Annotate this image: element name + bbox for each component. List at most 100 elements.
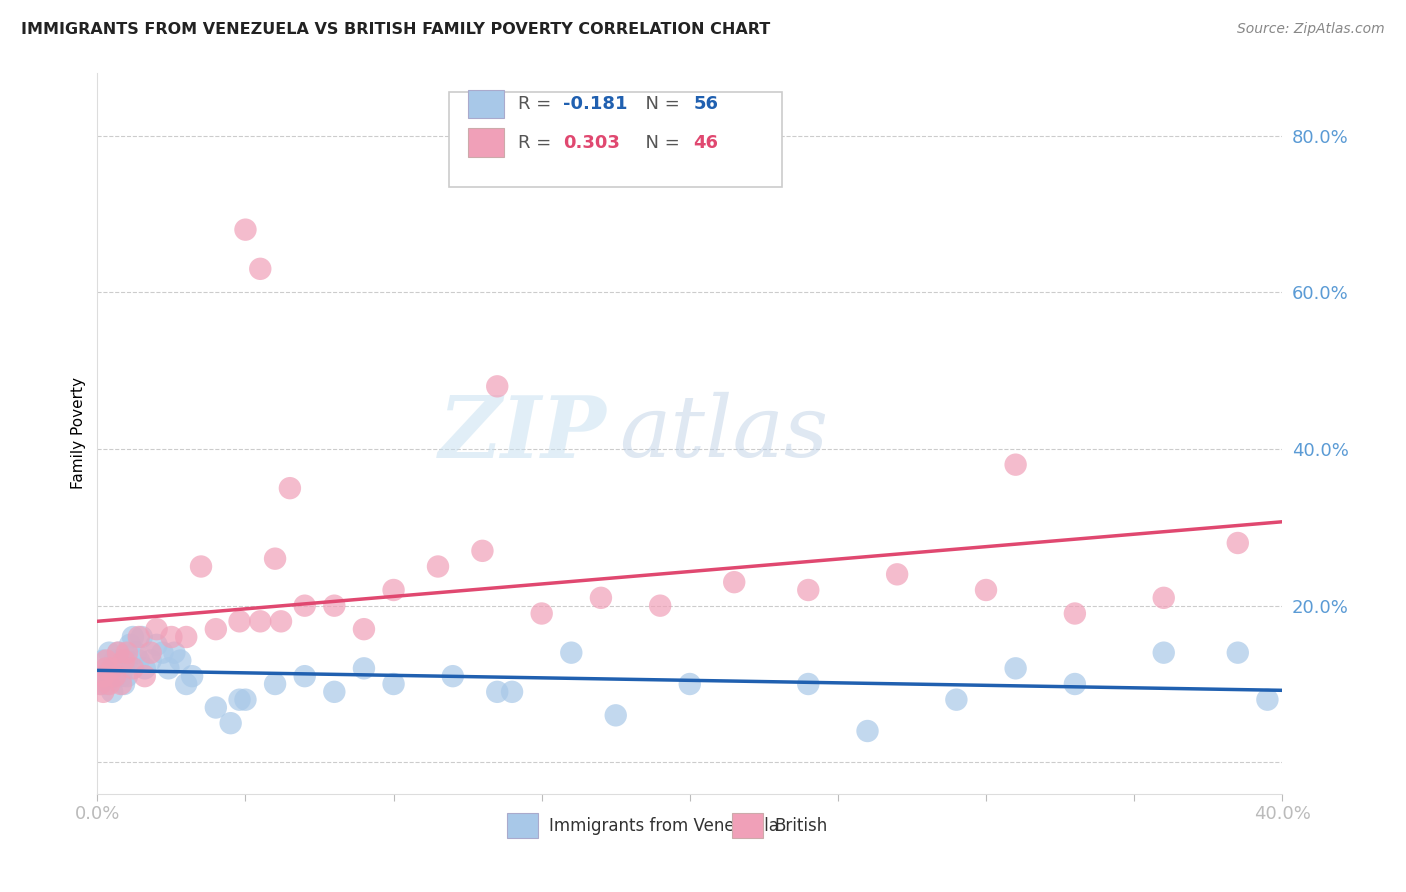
Point [190,559,212,574]
Point [89,677,111,691]
Y-axis label: Family Poverty: Family Poverty [72,377,86,490]
Point [110,653,132,667]
Point [139,646,162,660]
Point [101,685,124,699]
Point [91,669,114,683]
Point [1004,458,1026,472]
Point [1226,536,1249,550]
Point [353,661,375,675]
Point [1153,591,1175,605]
Point [650,599,672,613]
Point [486,379,509,393]
Point [91,669,114,683]
Point [228,692,250,706]
Point [181,669,204,683]
Point [1256,692,1278,706]
Point [115,669,138,683]
Point [174,630,197,644]
Point [219,716,242,731]
Point [441,669,464,683]
Point [96,661,118,675]
Point [131,630,153,644]
Point [110,669,132,683]
Point [228,615,250,629]
Point [294,599,316,613]
Point [145,622,167,636]
Point [107,646,129,660]
Point [264,551,287,566]
Point [974,582,997,597]
Point [107,661,129,675]
Point [122,661,145,675]
Point [797,677,820,691]
Point [104,669,127,683]
Point [96,677,118,691]
Point [128,653,150,667]
Point [235,692,257,706]
Point [486,685,509,699]
Point [98,677,121,691]
Point [91,685,114,699]
Point [118,638,141,652]
FancyBboxPatch shape [450,93,782,186]
Point [152,646,174,660]
Point [294,669,316,683]
Point [530,607,553,621]
Point [1153,646,1175,660]
Text: IMMIGRANTS FROM VENEZUELA VS BRITISH FAMILY POVERTY CORRELATION CHART: IMMIGRANTS FROM VENEZUELA VS BRITISH FAM… [21,22,770,37]
Point [91,653,114,667]
Point [679,677,702,691]
Point [249,261,271,276]
Point [886,567,908,582]
Point [160,630,183,644]
Point [323,599,346,613]
Point [112,653,135,667]
Point [278,481,301,495]
Point [104,653,127,667]
Point [1226,646,1249,660]
Point [797,582,820,597]
Point [589,591,612,605]
Text: R =: R = [517,134,557,152]
Text: R =: R = [517,95,557,113]
Point [270,615,292,629]
Point [98,669,121,683]
Point [427,559,450,574]
Text: Source: ZipAtlas.com: Source: ZipAtlas.com [1237,22,1385,37]
Point [560,646,582,660]
Point [134,669,156,683]
Text: Immigrants from Venezuela: Immigrants from Venezuela [550,817,779,835]
Point [98,646,121,660]
Point [501,685,523,699]
Text: N =: N = [634,134,686,152]
Point [249,615,271,629]
Point [128,630,150,644]
Point [169,653,191,667]
Point [205,622,228,636]
Point [125,646,148,660]
Text: British: British [775,817,827,835]
Point [471,544,494,558]
Point [382,677,405,691]
Point [1004,661,1026,675]
Text: ZIP: ZIP [439,392,607,475]
Point [110,677,132,691]
Point [112,661,135,675]
Point [353,622,375,636]
Point [605,708,627,723]
Point [945,692,967,706]
Point [205,700,228,714]
Point [856,724,879,739]
Point [1063,677,1085,691]
Point [264,677,287,691]
FancyBboxPatch shape [468,128,503,157]
Text: atlas: atlas [619,392,828,475]
Point [115,653,138,667]
Text: N =: N = [634,95,686,113]
Point [145,638,167,652]
Point [139,653,162,667]
Point [1063,607,1085,621]
Point [163,646,186,660]
Point [101,661,124,675]
Point [235,222,257,236]
